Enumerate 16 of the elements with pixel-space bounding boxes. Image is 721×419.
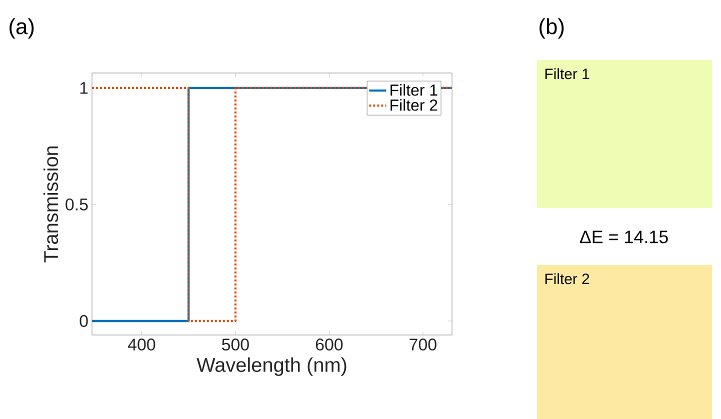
category-label: Filter 2 bbox=[545, 273, 590, 284]
text: ΔE = 14.15 bbox=[580, 230, 668, 244]
y-tick-label: 1 bbox=[80, 82, 88, 94]
text: (b) bbox=[540, 18, 564, 39]
x-axis-title: Wavelength (nm) bbox=[196, 357, 346, 376]
legend-label: Filter 2 bbox=[390, 99, 438, 111]
x-tick-label: 500 bbox=[222, 338, 249, 351]
y-tick-label: 0.5 bbox=[66, 198, 88, 210]
y-tick-label: 0 bbox=[80, 315, 88, 328]
x-tick-label: 700 bbox=[410, 338, 436, 351]
legend-label: Filter 1 bbox=[390, 84, 438, 96]
chart-title: (a) bbox=[10, 18, 34, 39]
y-axis-title: Transmission bbox=[43, 146, 58, 262]
category-label: Filter 1 bbox=[545, 68, 590, 80]
x-tick-label: 400 bbox=[128, 338, 156, 351]
x-tick-label: 600 bbox=[316, 338, 343, 351]
